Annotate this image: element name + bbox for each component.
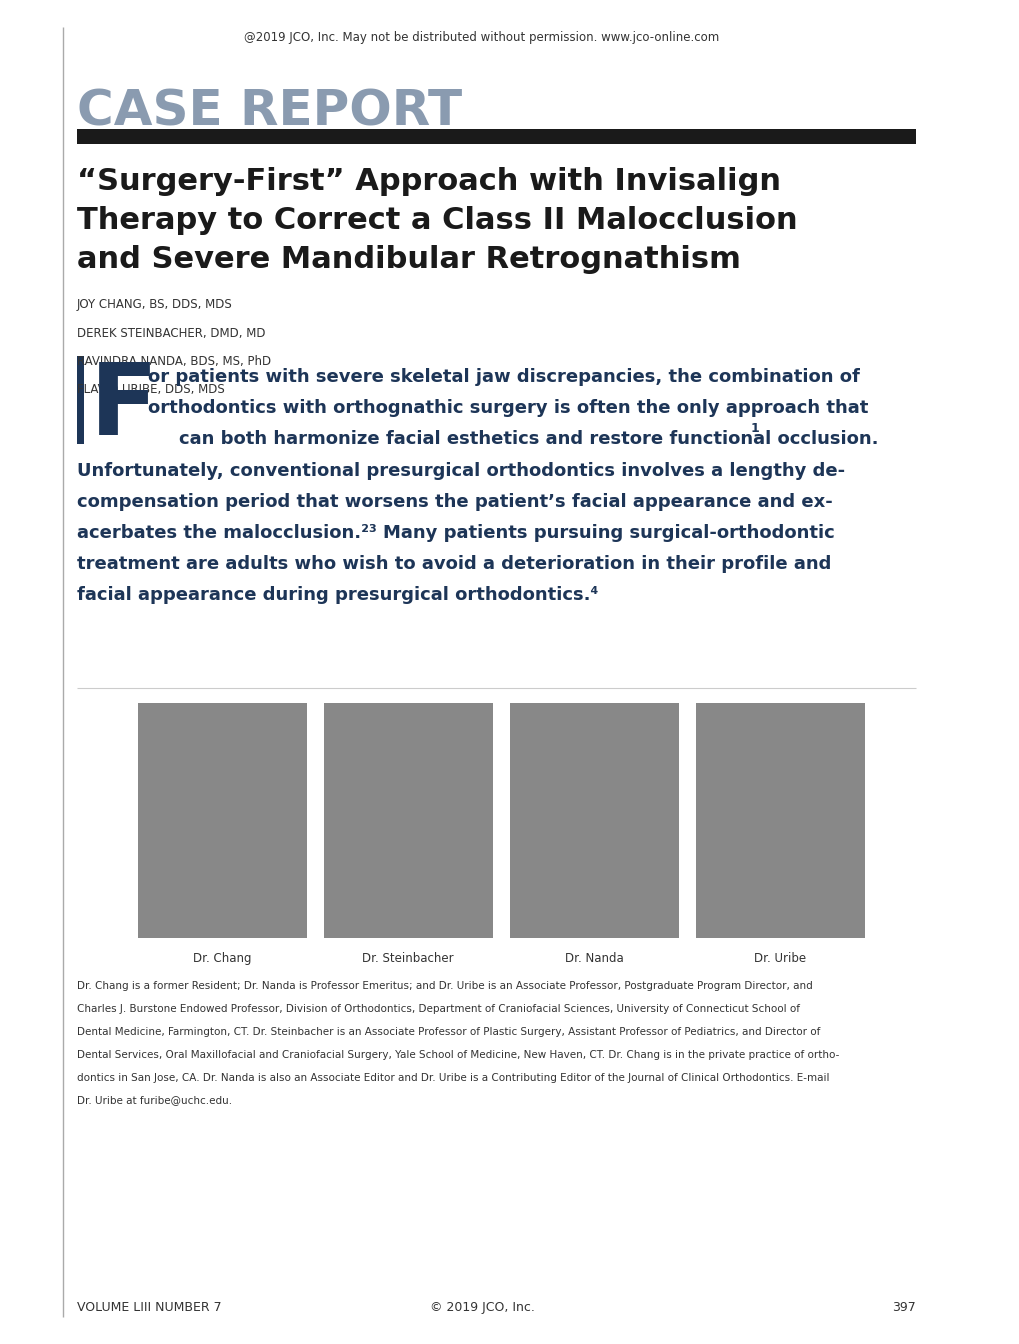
Text: Dental Services, Oral Maxillofacial and Craniofacial Surgery, Yale School of Med: Dental Services, Oral Maxillofacial and … xyxy=(77,1050,839,1059)
FancyBboxPatch shape xyxy=(510,703,678,938)
Text: Dr. Uribe at furibe@uchc.edu.: Dr. Uribe at furibe@uchc.edu. xyxy=(77,1095,232,1105)
Text: F: F xyxy=(90,359,158,456)
Text: Dr. Uribe: Dr. Uribe xyxy=(753,952,806,965)
Text: orthodontics with orthognathic surgery is often the only approach that: orthodontics with orthognathic surgery i… xyxy=(149,399,868,417)
Text: 397: 397 xyxy=(892,1301,915,1314)
Text: Dr. Nanda: Dr. Nanda xyxy=(565,952,623,965)
Text: Dental Medicine, Farmington, CT. Dr. Steinbacher is an Associate Professor of Pl: Dental Medicine, Farmington, CT. Dr. Ste… xyxy=(77,1027,819,1036)
Text: Unfortunately, conventional presurgical orthodontics involves a lengthy de-: Unfortunately, conventional presurgical … xyxy=(77,462,845,480)
Text: can both harmonize facial esthetics and restore functional occlusion.: can both harmonize facial esthetics and … xyxy=(179,430,878,448)
Text: FLAVIO URIBE, DDS, MDS: FLAVIO URIBE, DDS, MDS xyxy=(77,383,224,396)
FancyBboxPatch shape xyxy=(695,703,864,938)
Text: compensation period that worsens the patient’s facial appearance and ex-: compensation period that worsens the pat… xyxy=(77,493,833,511)
FancyBboxPatch shape xyxy=(77,129,915,144)
FancyBboxPatch shape xyxy=(77,356,84,444)
Text: JOY CHANG, BS, DDS, MDS: JOY CHANG, BS, DDS, MDS xyxy=(77,298,232,312)
Text: Dr. Steinbacher: Dr. Steinbacher xyxy=(362,952,453,965)
Text: RAVINDRA NANDA, BDS, MS, PhD: RAVINDRA NANDA, BDS, MS, PhD xyxy=(77,355,271,368)
FancyBboxPatch shape xyxy=(324,703,492,938)
Text: and Severe Mandibular Retrognathism: and Severe Mandibular Retrognathism xyxy=(77,245,740,274)
Text: “Surgery-First” Approach with Invisalign: “Surgery-First” Approach with Invisalign xyxy=(77,167,781,196)
Text: DEREK STEINBACHER, DMD, MD: DEREK STEINBACHER, DMD, MD xyxy=(77,327,265,340)
Text: treatment are adults who wish to avoid a deterioration in their profile and: treatment are adults who wish to avoid a… xyxy=(77,555,830,573)
Text: @2019 JCO, Inc. May not be distributed without permission. www.jco-online.com: @2019 JCO, Inc. May not be distributed w… xyxy=(245,31,718,44)
Text: © 2019 JCO, Inc.: © 2019 JCO, Inc. xyxy=(429,1301,534,1314)
Text: CASE REPORT: CASE REPORT xyxy=(77,87,462,136)
Text: acerbates the malocclusion.²³ Many patients pursuing surgical-orthodontic: acerbates the malocclusion.²³ Many patie… xyxy=(77,524,834,542)
Text: 1: 1 xyxy=(750,422,759,435)
Text: VOLUME LIII NUMBER 7: VOLUME LIII NUMBER 7 xyxy=(77,1301,221,1314)
FancyBboxPatch shape xyxy=(138,703,307,938)
Text: dontics in San Jose, CA. Dr. Nanda is also an Associate Editor and Dr. Uribe is : dontics in San Jose, CA. Dr. Nanda is al… xyxy=(77,1073,828,1082)
Text: Therapy to Correct a Class II Malocclusion: Therapy to Correct a Class II Malocclusi… xyxy=(77,206,797,235)
Text: facial appearance during presurgical orthodontics.⁴: facial appearance during presurgical ort… xyxy=(77,586,598,603)
Text: or patients with severe skeletal jaw discrepancies, the combination of: or patients with severe skeletal jaw dis… xyxy=(149,368,859,386)
Text: Charles J. Burstone Endowed Professor, Division of Orthodontics, Department of C: Charles J. Burstone Endowed Professor, D… xyxy=(77,1004,799,1013)
Text: Dr. Chang is a former Resident; Dr. Nanda is Professor Emeritus; and Dr. Uribe i: Dr. Chang is a former Resident; Dr. Nand… xyxy=(77,981,812,991)
Text: Dr. Chang: Dr. Chang xyxy=(193,952,252,965)
